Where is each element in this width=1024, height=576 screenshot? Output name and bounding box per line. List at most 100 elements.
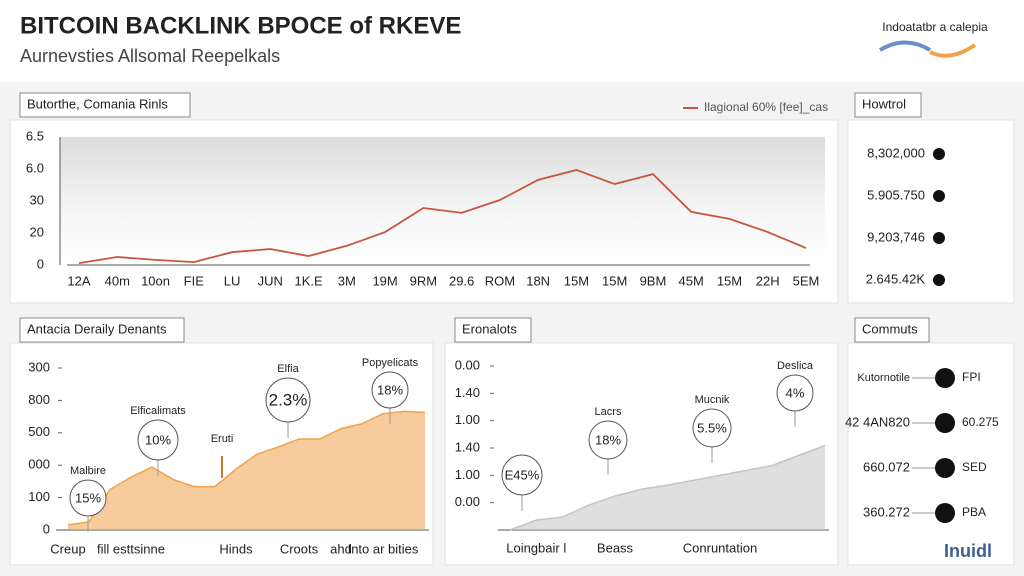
annotation-value: E45%	[505, 467, 540, 482]
annotation-value: 18%	[595, 432, 621, 447]
comment-dot	[935, 413, 955, 433]
x-tick-label: 18N	[526, 273, 550, 288]
area-line	[509, 444, 826, 531]
x-tick-label: LU	[224, 273, 241, 288]
annotation-label: Eruti	[211, 433, 234, 445]
y-tick-label: 300	[28, 359, 50, 374]
annotation-label: Deslica	[777, 360, 814, 372]
legend-label: Ilagional 60% [fee]_cas	[704, 100, 828, 114]
y-tick-label: 1.40	[455, 439, 480, 454]
panel-title: Commuts	[862, 321, 918, 336]
x-tick-label: 40m	[105, 273, 130, 288]
list-dot	[933, 274, 945, 286]
line	[78, 169, 807, 264]
annotation-label: Malbire	[70, 465, 106, 477]
panel-title: Howtrol	[862, 96, 906, 111]
list-dot	[933, 148, 945, 160]
comment-left: Kutornotile	[857, 372, 910, 384]
page-subtitle: Aurnevsties Allsomal Reepelkals	[20, 46, 280, 66]
list-dot	[933, 232, 945, 244]
panel-title: Antacia Deraily Denants	[27, 321, 167, 336]
annotation-label: Elfia	[277, 363, 299, 375]
area	[510, 445, 825, 530]
comment-left: 42 4AN820	[845, 414, 910, 429]
annotation-value: 4%	[786, 385, 805, 400]
x-tick-label: 29.6	[449, 273, 474, 288]
x-tick-label: Hinds	[219, 541, 253, 556]
annotation-bubble	[501, 454, 543, 496]
annotation-bubble	[588, 420, 628, 460]
comment-dot	[935, 458, 955, 478]
y-tick-label: 1.40	[455, 385, 480, 400]
x-tick-label: 1K.E	[294, 273, 323, 288]
annotation-value: 5.5%	[697, 420, 727, 435]
y-tick-label: 100	[28, 489, 50, 504]
comment-right: PBA	[962, 505, 986, 519]
list-value: 5.905.750	[867, 187, 925, 202]
x-tick-label: JUN	[258, 273, 283, 288]
comment-dot	[935, 368, 955, 388]
list-value: 2.645.42K	[866, 271, 926, 286]
brand: Indoatatbr a calepia	[882, 20, 988, 34]
x-tick-label: Creup	[50, 541, 85, 556]
x-tick-label: Into ar bities	[348, 541, 419, 556]
panel	[444, 342, 839, 566]
panel-title-box	[854, 92, 922, 118]
x-tick-label: FIE	[184, 273, 205, 288]
comment-left: 360.272	[863, 504, 910, 519]
x-tick-label: ROM	[485, 273, 515, 288]
comment-dot	[935, 503, 955, 523]
comment-right: SED	[962, 460, 987, 474]
y-tick-label: 1.00	[455, 467, 480, 482]
x-tick-label: 9RM	[410, 273, 437, 288]
annotation-label: Elficalimats	[130, 405, 186, 417]
panel-title: Eronalots	[462, 321, 517, 336]
header-bg	[0, 0, 1024, 82]
y-tick-label: 0	[43, 521, 50, 536]
comment-right: 60.275	[962, 415, 999, 429]
comment-left: 660.072	[863, 459, 910, 474]
panel-title-box	[854, 317, 930, 343]
x-tick-label: Conruntation	[683, 540, 757, 555]
panel	[847, 119, 1015, 304]
page-title: BITCOIN BACKLINK BPOCE of RKEVE	[20, 12, 461, 39]
y-tick-label: 500	[28, 424, 50, 439]
x-tick-label: 15M	[602, 273, 627, 288]
list-dot	[933, 190, 945, 202]
annotation-label: Lacrs	[595, 406, 622, 418]
panel-title: Butorthe, Comania Rinls	[27, 96, 168, 111]
annotation-bubble	[69, 479, 107, 517]
y-tick-label: 800	[28, 392, 50, 407]
x-tick-label: 15M	[717, 273, 742, 288]
x-tick-label: 45M	[679, 273, 704, 288]
annotation-bubble	[692, 408, 732, 448]
x-tick-label: 9BM	[640, 273, 667, 288]
annotation-value: 15%	[75, 490, 101, 505]
annotation-bubble	[137, 419, 179, 461]
panel-title-box	[19, 317, 185, 343]
y-tick-label: 30	[30, 192, 44, 207]
x-tick-label: 5EM	[793, 273, 820, 288]
x-tick-label: 12A	[67, 273, 90, 288]
panel-title-box	[454, 317, 532, 343]
brand-arrow	[878, 40, 932, 52]
x-tick-label: Beass	[597, 540, 634, 555]
comment-right: FPI	[962, 370, 981, 384]
list-value: 8,302,000	[867, 145, 925, 160]
annotation-value: 10%	[145, 432, 171, 447]
x-tick-label: fill esttsinne	[97, 541, 165, 556]
annotation-label: Popyelicats	[362, 357, 419, 369]
list-value: 9,203,746	[867, 229, 925, 244]
x-tick-label: Croots	[280, 541, 319, 556]
annotation-bubble	[776, 374, 814, 412]
annotation-bubble	[371, 371, 409, 409]
y-tick-label: 6.0	[26, 160, 44, 175]
x-tick-label: 15M	[564, 273, 589, 288]
annotation-label: Mucnik	[695, 394, 730, 406]
annotation-value: 18%	[377, 382, 403, 397]
annotation-value: 2.3%	[269, 390, 308, 409]
y-tick-label: 6.5	[26, 128, 44, 143]
area	[68, 411, 425, 530]
x-tick-label: Loingbair l	[506, 540, 566, 555]
x-tick-label: 19M	[372, 273, 397, 288]
